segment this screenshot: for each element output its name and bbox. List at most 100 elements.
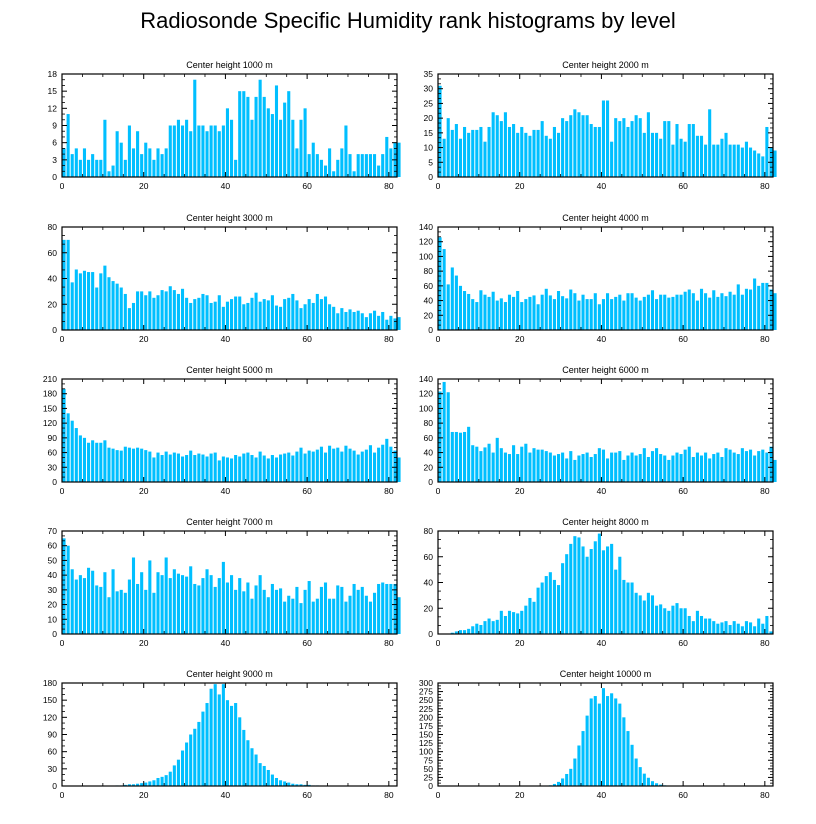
histogram-bar — [757, 618, 761, 634]
histogram-bar — [765, 282, 769, 330]
histogram-bar — [144, 589, 148, 634]
panel-title: Center height 2000 m — [562, 60, 649, 70]
histogram-bar — [667, 459, 671, 482]
y-tick-label: 250 — [419, 695, 433, 705]
y-tick-label: 175 — [419, 721, 433, 731]
histogram-bar — [307, 450, 311, 482]
histogram-bar — [687, 446, 691, 482]
histogram-bar — [103, 119, 107, 177]
histogram-bar — [131, 784, 136, 786]
histogram-bar — [180, 456, 185, 482]
histogram-bar — [140, 448, 144, 482]
histogram-bar — [695, 135, 699, 177]
histogram-bar — [556, 454, 561, 482]
histogram-bar — [601, 688, 605, 786]
histogram-bar — [91, 272, 95, 330]
histogram-bar — [536, 587, 540, 634]
histogram-bar — [593, 454, 597, 482]
histogram-bar — [319, 586, 323, 634]
histogram-bar — [225, 700, 229, 786]
histogram-bar — [512, 445, 516, 482]
histogram-bar — [352, 450, 356, 482]
histogram-bar — [311, 302, 315, 330]
y-tick-label: 3 — [52, 155, 57, 165]
histogram-bar — [634, 592, 638, 634]
histogram-bar — [234, 589, 238, 634]
histogram-bar — [499, 298, 503, 330]
histogram-bar — [299, 119, 303, 177]
histogram-bar — [95, 442, 99, 482]
histogram-bar — [152, 297, 156, 330]
histogram-bar — [160, 290, 164, 330]
histogram-bar — [99, 273, 103, 330]
histogram-bar — [360, 313, 364, 330]
y-tick-label: 0 — [428, 172, 433, 182]
histogram-bar — [205, 295, 209, 330]
y-tick-label: 60 — [48, 541, 58, 551]
histogram-bar — [266, 769, 270, 786]
histogram-bar — [683, 449, 687, 482]
histogram-bar — [344, 125, 348, 177]
y-tick-label: 210 — [43, 374, 57, 384]
histogram-bar — [238, 456, 242, 482]
histogram-bar — [180, 575, 185, 634]
histogram-bar — [507, 294, 512, 330]
histogram-bar — [123, 293, 127, 330]
histogram-bar — [536, 129, 540, 177]
histogram-bar — [614, 569, 618, 635]
x-tick-label: 60 — [302, 486, 312, 496]
histogram-bar — [180, 125, 185, 177]
histogram-bar — [626, 126, 630, 177]
histogram-bar — [397, 457, 401, 482]
histogram-bar — [736, 454, 740, 482]
histogram-bar — [516, 613, 520, 634]
histogram-bar — [528, 296, 532, 330]
histogram-bar — [475, 623, 479, 634]
histogram-bar — [295, 300, 299, 330]
x-tick-label: 40 — [221, 181, 231, 191]
histogram-bar — [585, 299, 589, 330]
histogram-bar — [491, 621, 495, 635]
histogram-bar — [246, 452, 250, 482]
histogram-bar — [622, 300, 626, 330]
y-tick-label: 150 — [419, 730, 433, 740]
histogram-bar — [242, 591, 246, 634]
histogram-bar — [87, 159, 91, 177]
x-tick-label: 80 — [384, 334, 394, 344]
histogram-bar — [168, 286, 172, 330]
histogram-bar — [148, 781, 152, 786]
histogram-bar — [266, 300, 270, 330]
histogram-bar — [503, 112, 507, 177]
histogram-bar — [193, 455, 197, 482]
histogram-bar — [556, 585, 561, 634]
histogram-bar — [532, 295, 536, 330]
histogram-bar — [516, 291, 520, 330]
histogram-bar — [66, 239, 70, 331]
x-tick-label: 40 — [221, 334, 231, 344]
histogram-bar — [687, 289, 691, 330]
histogram-bar — [479, 290, 483, 330]
histogram-bar — [761, 282, 765, 330]
histogram-bar — [610, 299, 614, 330]
histogram-bar — [655, 448, 659, 482]
histogram-bar — [176, 119, 180, 177]
y-tick-label: 180 — [43, 678, 57, 688]
histogram-bar — [172, 125, 176, 177]
histogram-bar — [180, 750, 185, 786]
histogram-bar — [140, 572, 144, 634]
x-tick-label: 80 — [760, 334, 770, 344]
histogram-bar — [250, 297, 254, 330]
histogram-bar — [593, 696, 597, 786]
x-tick-label: 20 — [139, 638, 149, 648]
histogram-bar — [544, 451, 548, 482]
histogram-bar — [328, 304, 332, 330]
histogram-bar — [397, 317, 401, 331]
histogram-bar — [197, 721, 201, 786]
histogram-bar — [720, 138, 724, 177]
histogram-bar — [217, 131, 221, 177]
histogram-bar — [164, 451, 168, 482]
histogram-bar — [193, 79, 197, 177]
histogram-bar — [344, 445, 348, 482]
histogram-bar — [160, 776, 164, 786]
